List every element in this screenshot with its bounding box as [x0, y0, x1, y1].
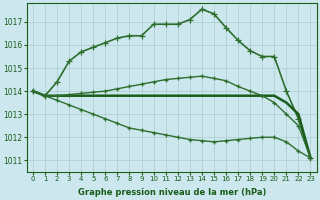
X-axis label: Graphe pression niveau de la mer (hPa): Graphe pression niveau de la mer (hPa)	[77, 188, 266, 197]
